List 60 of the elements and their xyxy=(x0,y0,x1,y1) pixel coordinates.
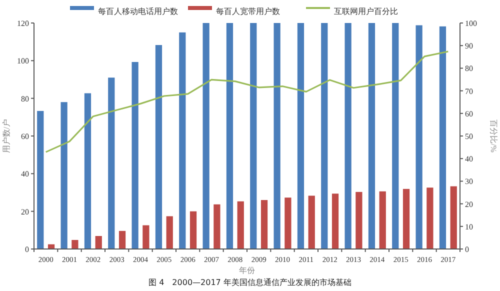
y2-tick-label: 20 xyxy=(465,200,473,209)
y-tick-label: 80 xyxy=(21,94,29,104)
y-tick-label: 0 xyxy=(25,245,29,254)
bar xyxy=(166,216,173,249)
bar xyxy=(379,191,386,249)
bar xyxy=(142,225,150,249)
y2-tick-label: 50 xyxy=(465,132,473,141)
y2-tick-label: 100 xyxy=(465,19,477,28)
bar xyxy=(37,110,44,249)
bar xyxy=(308,196,315,249)
bar xyxy=(416,25,422,249)
y2-tick-label: 40 xyxy=(465,154,473,164)
bar xyxy=(450,186,457,249)
bar xyxy=(284,198,292,249)
y-tick-label: 60 xyxy=(21,132,29,141)
bar xyxy=(274,23,280,249)
bar xyxy=(321,23,328,249)
bar xyxy=(155,45,162,249)
bar xyxy=(250,23,257,249)
caption: 图 4 2000—2017 年美国信息通信产业发展的市场基础 xyxy=(148,278,352,287)
x-axis-title: 年份 xyxy=(239,266,255,275)
bar xyxy=(202,23,210,249)
bar xyxy=(190,211,197,249)
bar xyxy=(260,200,268,249)
bar xyxy=(72,240,78,249)
y-tick-label: 20 xyxy=(21,207,29,216)
bar xyxy=(118,230,126,249)
bar xyxy=(84,93,92,249)
bar xyxy=(344,23,352,249)
y2-tick-label: 90 xyxy=(465,42,473,51)
y2-tick-label: 80 xyxy=(465,64,473,74)
bar xyxy=(132,62,138,249)
bar xyxy=(402,188,410,249)
bar xyxy=(356,192,362,249)
legend-label: 每百人宽带用户数 xyxy=(216,7,280,16)
bar xyxy=(297,23,304,249)
bar xyxy=(368,23,376,249)
bar xyxy=(226,23,234,249)
legend-label: 每百人移动电话用户数 xyxy=(98,7,178,16)
bar xyxy=(95,236,102,249)
bar xyxy=(179,32,186,249)
y2-tick-label: 10 xyxy=(465,222,473,232)
bar xyxy=(108,78,115,249)
y-axis-title: 用户数/户 xyxy=(2,118,11,154)
bar xyxy=(60,102,68,249)
bar xyxy=(439,26,446,249)
bar xyxy=(392,23,399,249)
y-tick-label: 40 xyxy=(21,170,29,179)
bar xyxy=(237,201,244,249)
bar xyxy=(426,188,434,249)
y2-tick-label: 60 xyxy=(465,109,473,118)
y2-tick-label: 70 xyxy=(465,86,473,96)
legend-label: 互联网用户百分比 xyxy=(334,7,398,16)
bar xyxy=(332,194,339,249)
y-tick-label: 100 xyxy=(17,56,29,66)
y2-tick-label: 30 xyxy=(465,177,473,186)
bar xyxy=(214,204,220,249)
y2-axis-title: 百分比/% xyxy=(489,120,498,153)
y2-tick-label: 0 xyxy=(465,245,469,254)
y-tick-label: 120 xyxy=(17,19,29,28)
